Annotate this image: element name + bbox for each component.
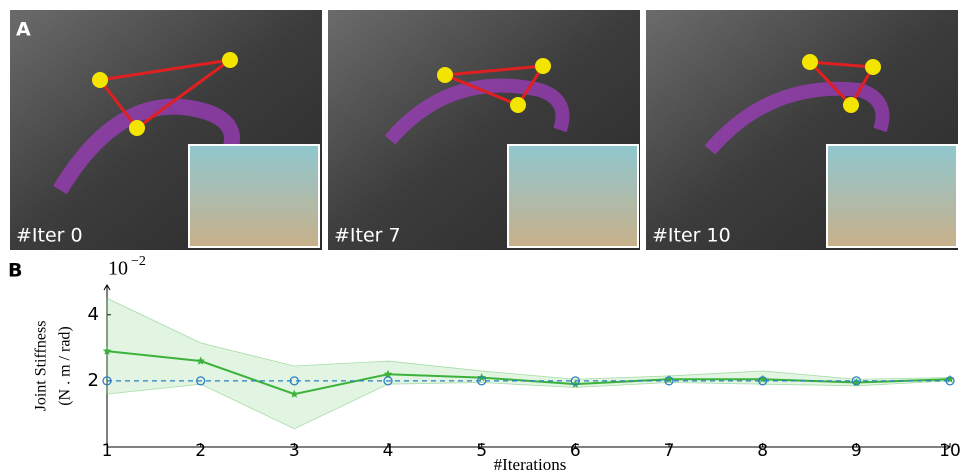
- x-tick-label: 9: [851, 441, 862, 461]
- x-tick-label: 3: [289, 441, 300, 461]
- photo: [328, 10, 640, 250]
- panel-label: A: [16, 19, 31, 41]
- photo: [646, 10, 958, 250]
- x-tick-label: 5: [476, 441, 487, 461]
- photo-caption: #Iter 7: [334, 225, 401, 247]
- y-axis-label: (N . m / rad): [57, 326, 74, 406]
- panel-label: B: [8, 260, 22, 282]
- photo-panel: A #Iter 0 #Iter 7 #Iter 10: [10, 10, 958, 250]
- y-axis-label: Joint Stiffness: [33, 321, 50, 412]
- x-tick-label: 7: [664, 441, 675, 461]
- x-tick-label: 4: [383, 441, 394, 461]
- photo: [10, 10, 322, 250]
- y-tick-label: 2: [88, 370, 99, 391]
- x-axis-label: #Iterations: [494, 455, 567, 474]
- x-tick-label: 10: [939, 441, 961, 461]
- y-multiplier-base: 10: [108, 258, 128, 280]
- x-tick-label: 2: [195, 441, 206, 461]
- y-tick-label: 4: [88, 304, 99, 325]
- x-tick-label: 8: [757, 441, 768, 461]
- figure: A #Iter 0 #Iter 7 #Iter 10 B 10 −2 #Iter…: [0, 0, 964, 475]
- photo-caption: #Iter 0: [16, 225, 83, 247]
- x-tick-label: 6: [570, 441, 581, 461]
- x-tick-label: 1: [102, 441, 113, 461]
- y-multiplier-exponent: −2: [131, 254, 146, 269]
- photo-caption: #Iter 10: [652, 225, 731, 247]
- band: [107, 298, 950, 429]
